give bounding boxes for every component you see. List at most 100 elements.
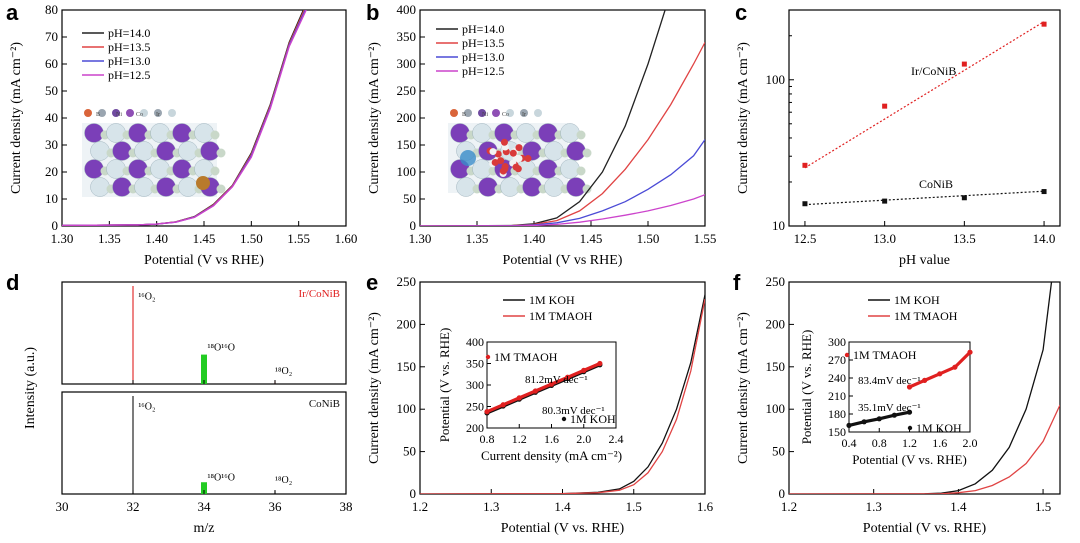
panel-d-x-tick-label: 36	[269, 499, 283, 514]
panel-e-y-tick-label: 250	[397, 274, 417, 289]
crystal-key-atom	[98, 109, 106, 117]
crystal-atom	[566, 177, 586, 197]
crystal-key-atom	[478, 109, 486, 117]
crystal-atom	[216, 148, 226, 158]
panel-c-series-label: CoNiB	[919, 177, 953, 191]
panel-f-inset-legend-label: 1M KOH	[916, 421, 962, 435]
panel-b-x-label: Potential (V vs RHE)	[503, 253, 623, 268]
panel-f-inset-x-tick-label: 0.4	[842, 436, 857, 450]
panel-e-y-tick-label: 100	[397, 401, 417, 416]
crystal-key-atom	[464, 109, 472, 117]
crystal-atom	[156, 177, 176, 197]
crystal-atom	[112, 177, 132, 197]
panel-b-y-tick-label: 200	[397, 110, 417, 125]
panel-a-x-tick-label: 1.30	[51, 231, 74, 246]
crystal-atom	[560, 159, 580, 179]
crystal-atom	[456, 177, 476, 197]
panel-b-letter: b	[366, 0, 379, 25]
panel-b-series-line	[420, 194, 705, 226]
panel-c-data-point	[882, 103, 888, 109]
crystal-atom	[84, 159, 104, 179]
panel-f-series-line	[789, 404, 1060, 494]
panel-c-frame	[788, 9, 1061, 227]
crystal-key-symbol: Ir	[522, 112, 526, 118]
crystal-atom	[156, 141, 176, 161]
panel-a-y-tick-label: 30	[45, 137, 58, 152]
panel-b-x-tick-label: 1.35	[466, 231, 489, 246]
crystal-key-atom	[492, 109, 500, 117]
panel-e-inset-series-line	[485, 361, 602, 414]
panel-e-legend-label: 1M KOH	[529, 293, 575, 307]
panel-a-x-tick-label: 1.50	[240, 231, 263, 246]
crystal-ir-atom	[196, 176, 210, 190]
panel-c-y-label: Current density (mA cm⁻²)	[736, 42, 751, 194]
crystal-atom	[90, 177, 110, 197]
crystal-key-symbol: Co	[136, 112, 143, 118]
panel-b-y-label: Current density (mA cm⁻²)	[367, 42, 382, 194]
panel-a-y-label: Current density (mA cm⁻²)	[9, 42, 24, 194]
panel-d-peak-label: ¹⁸O¹⁶O	[208, 343, 235, 354]
panel-f-inset-y-tick-label: 210	[828, 389, 846, 403]
panel-e-inset-y-tick-label: 350	[466, 357, 484, 371]
panel-e-y-tick-label: 200	[397, 316, 417, 331]
panel-d-x-label: m/z	[194, 521, 215, 536]
crystal-atom	[576, 130, 586, 140]
panel-c-x-tick-label: 13.5	[953, 231, 976, 246]
panel-a-y-tick-label: 20	[45, 164, 58, 179]
panel-e-inset-slope-label: 80.3mV dec⁻¹	[542, 405, 605, 417]
panel-e-inset-legend-marker	[485, 354, 491, 360]
panel-e-inset-legend-marker	[561, 416, 567, 422]
crystal-atom	[172, 159, 192, 179]
panel-f-inset-y-tick-label: 240	[828, 371, 846, 385]
crystal-ir-atom	[512, 163, 520, 171]
panel-c-fit-line	[804, 21, 1045, 169]
panel-a-y-tick-label: 50	[45, 83, 58, 98]
panel-b-y-tick-label: 400	[397, 2, 417, 17]
crystal-ir-atom	[489, 148, 497, 156]
panel-b-x-tick-label: 1.30	[409, 231, 432, 246]
crystal-atom	[516, 123, 536, 143]
panel-a-crystal-structure-image: B Ni Co Ir	[82, 109, 226, 197]
panel-c-letter: c	[735, 0, 747, 25]
panel-e-letter: e	[366, 270, 378, 295]
crystal-atom	[128, 123, 148, 143]
crystal-ir-atom	[524, 155, 532, 163]
crystal-atom	[134, 141, 154, 161]
panel-b-y-tick-label: 350	[397, 29, 417, 44]
panel-f-y-tick-label: 0	[779, 486, 786, 501]
crystal-key-atom	[450, 109, 458, 117]
panel-a-x-tick-label: 1.55	[287, 231, 310, 246]
panel-f-y-tick-label: 50	[772, 444, 785, 459]
panel-b-x-tick-label: 1.40	[523, 231, 546, 246]
panel-f-inset-legend-label: 1M TMAOH	[853, 348, 917, 362]
panel-f-x-tick-label: 1.2	[781, 499, 797, 514]
panel-f-legend-label: 1M TMAOH	[894, 309, 958, 323]
panel-e-y-tick-label: 50	[403, 444, 416, 459]
panel-e-x-tick-label: 1.3	[483, 499, 499, 514]
panel-b-legend-label: pH=12.5	[462, 64, 504, 78]
panel-c-x-tick-label: 13.0	[873, 231, 896, 246]
panel-f-x-tick-label: 1.5	[1035, 499, 1051, 514]
panel-c-data-point	[1041, 189, 1047, 195]
panel-f-inset-x-label: Potential (V vs. RHE)	[852, 452, 967, 467]
panel-b-y-tick-label: 100	[397, 164, 417, 179]
panel-f-inset-x-tick-label: 2.0	[963, 436, 978, 450]
crystal-atom	[500, 177, 520, 197]
panel-d-spectrum-frame	[61, 391, 347, 495]
panel-a-letter: a	[6, 0, 19, 25]
panel-e-inset-y-tick-label: 200	[466, 421, 484, 435]
panel-f-letter: f	[733, 270, 741, 295]
panel-f-inset-series-line	[847, 410, 912, 427]
panel-d-peak	[201, 354, 207, 384]
crystal-atom	[566, 141, 586, 161]
crystal-atom	[582, 184, 592, 194]
crystal-atom	[178, 177, 198, 197]
panel-f-x-label: Potential (V vs. RHE)	[863, 521, 987, 536]
panel-e-series-line	[420, 298, 705, 494]
crystal-atom	[522, 177, 542, 197]
panel-c-x-tick-label: 12.5	[794, 231, 817, 246]
panel-b-legend-label: pH=13.0	[462, 50, 504, 64]
panel-c-data-point	[882, 198, 888, 204]
crystal-key-atom	[112, 109, 120, 117]
panel-a-y-tick-label: 40	[45, 110, 58, 125]
